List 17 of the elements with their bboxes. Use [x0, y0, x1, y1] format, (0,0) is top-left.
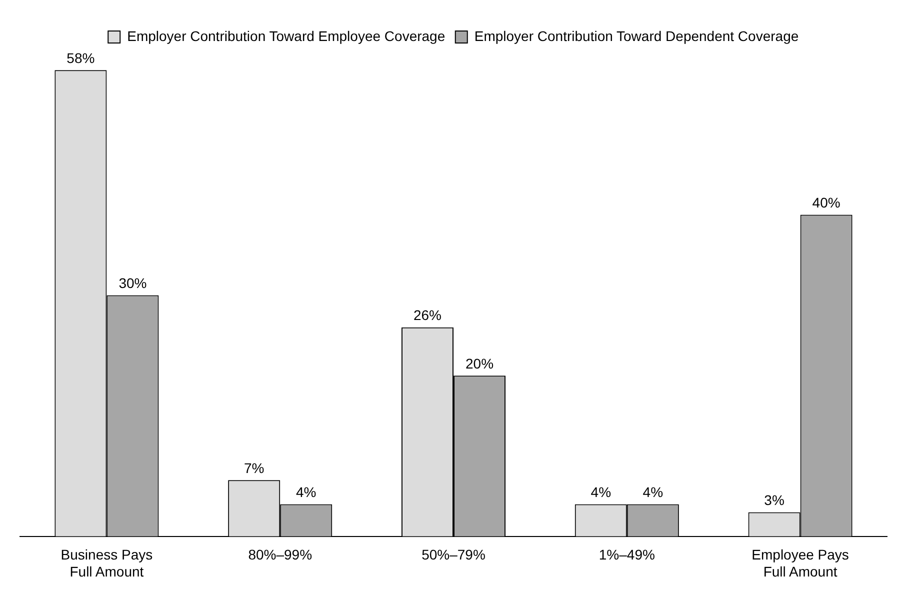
data-label: 7% [244, 460, 264, 476]
data-label: 30% [118, 275, 147, 292]
data-label: 40% [812, 194, 840, 211]
legend-label: Employer Contribution Toward Employee Coverage [127, 28, 446, 44]
data-label: 4% [296, 484, 316, 500]
x-tick-label: Business Pays Full Amount [60, 546, 153, 580]
x-tick-label: 50%–79% [422, 546, 486, 563]
data-label: 20% [465, 355, 494, 372]
data-label: 3% [764, 492, 784, 508]
data-label: 26% [413, 307, 442, 324]
legend-label: Employer Contribution Toward Dependent Coverage [474, 28, 799, 44]
x-tick-label: 1%–49% [598, 546, 655, 563]
data-label: 4% [642, 484, 664, 500]
data-label: 58% [66, 50, 95, 66]
data-label: 4% [590, 484, 612, 500]
x-tick-label: Employee Pays Full Amount [752, 546, 849, 580]
x-tick-label: 80%–99% [248, 546, 312, 563]
